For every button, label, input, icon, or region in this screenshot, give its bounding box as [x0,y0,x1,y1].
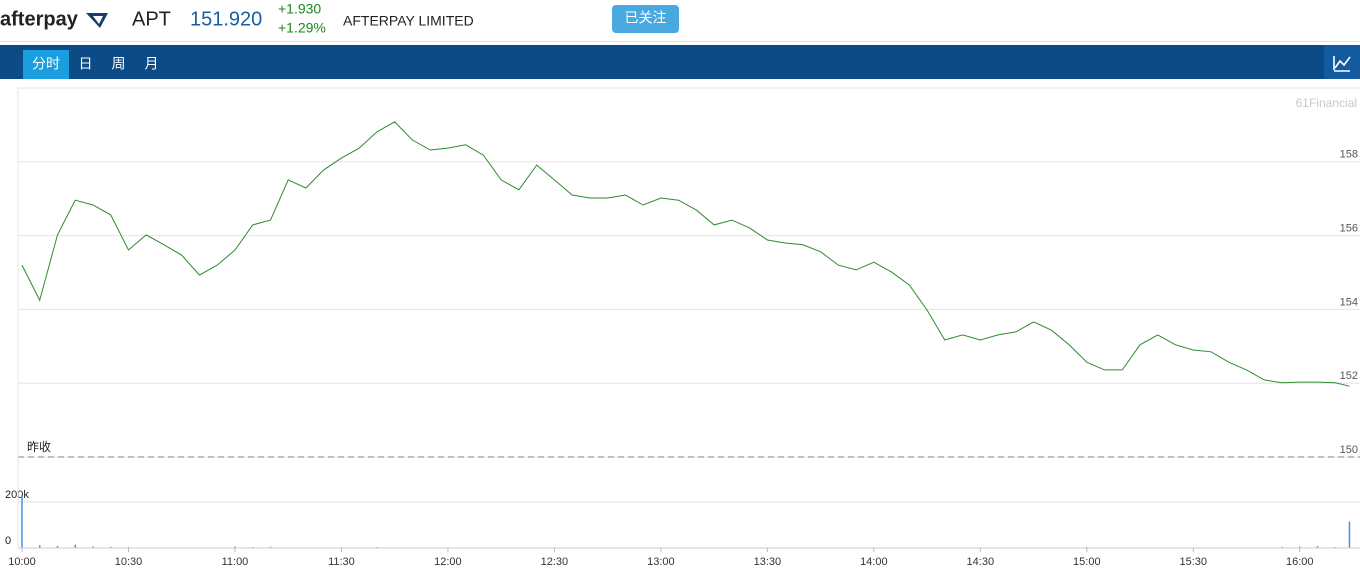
button-label: 已关注 [625,10,667,26]
prev-close-label: 昨收 [27,440,51,454]
x-tick-label: 12:30 [541,556,569,568]
tab[interactable]: 日 [79,56,93,72]
tab-label: 分时 [32,56,60,72]
tab-active-bg [23,50,69,79]
logo: afterpay [0,8,79,30]
volume-bar [109,546,112,548]
volume-bar [269,546,272,548]
volume-bar [38,545,41,548]
price: 151.920 [190,8,262,30]
header-bg [0,0,1360,42]
x-tick-label: 10:30 [115,556,143,568]
x-tick-label: 12:00 [434,556,462,568]
x-tick-label: 13:00 [647,556,675,568]
volume-bar [1281,546,1283,548]
follow-button[interactable]: 已关注 [612,5,679,33]
price-line [21,121,1350,387]
x-tick-label: 16:00 [1286,556,1314,568]
company-name: AFTERPAY LIMITED [343,13,474,29]
change: +1.930 [278,1,321,17]
symbol: APT [132,8,171,30]
chart: 61Financial 150 152 154 156 158 昨收 0 200k 10:00 10… [5,87,1360,568]
x-tick-label: 10:00 [8,556,36,568]
tab[interactable]: 分时 [23,50,69,79]
y-tick-label: 152 [1340,370,1358,382]
y-tick-label: 156 [1340,223,1358,235]
logo-icon [86,13,108,28]
watermark: 61Financial [1296,96,1357,110]
volume-bar [1316,546,1319,548]
y-tick-label: 158 [1340,149,1358,161]
tabs: 分时 日 周 月 [23,50,159,79]
volume-bar [74,544,76,548]
volume-bar [56,545,59,548]
tab[interactable]: 周 [112,56,126,72]
x-tick-label: 15:00 [1073,556,1101,568]
toggle-icon [1333,56,1351,72]
y-tick-label: 154 [1340,296,1358,308]
button-bg [612,5,679,33]
x-tick-label: 14:30 [967,556,995,568]
volume-bar [21,495,23,548]
x-tick-label: 11:30 [328,556,355,568]
x-tick-label: 13:30 [754,556,782,568]
chart-toggle[interactable] [1324,45,1360,79]
y-tick-label: 150 [1340,444,1358,456]
x-tick-label: 11:00 [222,556,249,568]
x-tick-label: 15:30 [1180,556,1208,568]
volume-bar [1299,546,1301,548]
change-pct: +1.29% [278,20,326,36]
volume-bar [1348,521,1351,548]
tab-label: 月 [145,56,159,72]
volume-tick-label: 200k [5,489,29,501]
volume-bar [234,546,236,548]
x-tick-label: 14:00 [860,556,888,568]
tab-label: 日 [79,56,93,72]
tab-label: 周 [112,56,126,72]
tab[interactable]: 月 [145,56,159,72]
volume-bar [92,546,94,548]
volume-tick-label: 0 [5,535,11,547]
tab-bar [0,45,1360,79]
